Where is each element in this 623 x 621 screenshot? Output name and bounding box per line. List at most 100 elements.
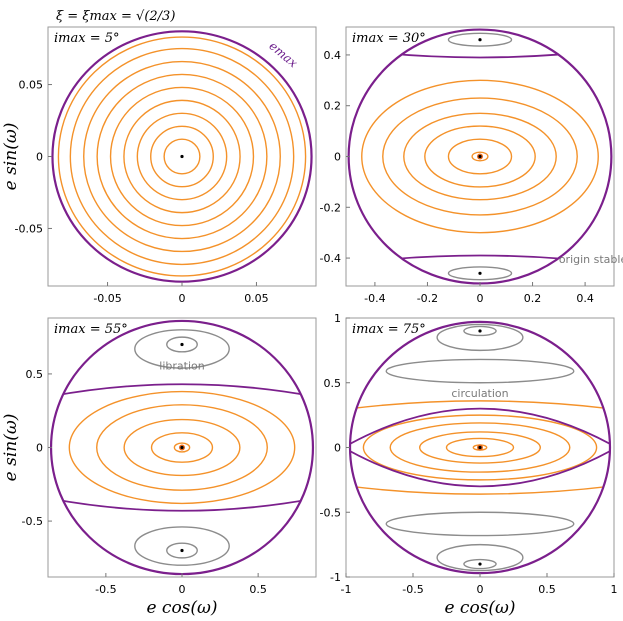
x-tick-label: 0.4 (576, 292, 594, 305)
circulating-orbit (96, 404, 268, 491)
panel-title: imax = 55° (54, 322, 128, 337)
librating-orbit (385, 358, 575, 384)
separatrix (348, 47, 612, 59)
circulating-orbit (68, 390, 296, 505)
librating-orbit (166, 336, 198, 353)
orbit-group (57, 36, 307, 277)
circulating-orbit (471, 151, 489, 162)
librating-orbit (463, 325, 497, 337)
y-tick-label: -0.5 (22, 515, 43, 528)
x-tick-label: -1 (341, 583, 352, 596)
librating-orbit (463, 558, 497, 570)
y-tick-label: -1 (330, 571, 341, 584)
fixed-point (478, 38, 482, 42)
circulating-orbit (150, 432, 214, 463)
panel-title: imax = 5° (54, 31, 120, 46)
circulating-orbit (96, 73, 268, 240)
librating-orbit (166, 542, 198, 559)
x-tick-label: 0 (179, 292, 186, 305)
orbit-group (51, 329, 313, 566)
x-tick-label: 0 (477, 292, 484, 305)
fixed-point (478, 562, 482, 566)
panel-annotation: libration (159, 360, 204, 373)
fixed-point (180, 548, 184, 553)
panel-annotation: circulation (451, 387, 508, 400)
separatrix (51, 496, 313, 512)
circulating-orbit (424, 125, 536, 188)
x-tick-label: 0.2 (524, 292, 542, 305)
circulating-orbit (173, 442, 191, 453)
fixed-point (478, 271, 482, 275)
circulating-orbit (382, 97, 578, 216)
panel-2: -0.4 -0.2 0 0.2 0.4 -0.4 -0.2 0 0.2 0.4 imax = 30°… (320, 26, 623, 305)
x-tick-label: -0.5 (402, 583, 423, 596)
y-tick-label: 0.2 (324, 100, 342, 113)
orbit-group (350, 323, 610, 572)
circulating-orbit (362, 414, 598, 481)
x-tick-label: 0.5 (538, 583, 556, 596)
y-tick-label: -0.4 (320, 252, 341, 265)
y-tick-label: 0.05 (19, 79, 44, 92)
circulating-orbit (445, 437, 515, 458)
x-axis-label: e cos(ω) (146, 598, 217, 618)
fixed-point (180, 342, 184, 347)
separatrix (350, 446, 610, 488)
panel-4: -1 -0.5 0 0.5 1 -1 -0.5 0 0.5 1 imax = 75° circulat… (320, 312, 618, 618)
fixed-point (180, 154, 184, 159)
y-tick-label: 0.5 (26, 368, 44, 381)
panel-title: imax = 75° (352, 322, 426, 337)
panel-title: imax = 30° (352, 31, 426, 46)
x-tick-label: -0.5 (95, 583, 116, 596)
librating-orbit (134, 526, 230, 566)
circulating-orbit (83, 60, 281, 253)
circulating-orbit (447, 138, 513, 175)
y-axis-label: e sin(ω) (1, 123, 21, 191)
panel-3: -0.5 0 0.5 -0.5 0 0.5 imax = 55° libration e sin… (1, 317, 317, 618)
x-tick-label: 0.5 (249, 583, 267, 596)
circulating-orbit (57, 36, 307, 277)
x-tick-label: 1 (611, 583, 618, 596)
circulating-orbit (403, 112, 557, 201)
panel-annotation: origin stable (559, 253, 623, 266)
circulating-orbit (69, 47, 295, 266)
y-tick-label: -0.5 (320, 506, 341, 519)
fixed-point (478, 445, 482, 450)
librating-orbit (447, 32, 513, 47)
y-tick-label: 0 (334, 151, 341, 164)
fixed-point (180, 445, 184, 450)
x-tick-label: -0.05 (93, 292, 121, 305)
x-axis-label: e cos(ω) (444, 598, 515, 618)
circulating-orbit (163, 138, 201, 175)
emax-boundary (51, 30, 313, 283)
y-tick-label: -0.05 (15, 222, 43, 235)
circulating-orbit (419, 431, 542, 464)
fixed-point (478, 154, 482, 159)
circulating-orbit (361, 79, 599, 234)
x-tick-label: -0.4 (364, 292, 385, 305)
fixed-point (478, 329, 482, 333)
y-tick-label: 0 (334, 442, 341, 455)
y-tick-label: 0 (36, 442, 43, 455)
circulating-orbit (123, 99, 241, 214)
y-tick-label: 1 (334, 312, 341, 325)
circulating-orbit (389, 422, 571, 473)
figure-title: ξ = ξmax = √(2/3) (56, 9, 175, 24)
circulating-orbit (136, 112, 228, 201)
y-tick-label: 0.4 (324, 49, 342, 62)
x-tick-label: 0.05 (244, 292, 269, 305)
y-tick-label: 0 (36, 151, 43, 164)
separatrix (350, 407, 610, 449)
circulating-orbit (109, 86, 255, 227)
librating-orbit (436, 323, 524, 352)
circulating-orbit (350, 400, 610, 410)
separatrix (51, 383, 313, 399)
circulating-orbit (150, 125, 214, 188)
librating-orbit (436, 543, 524, 572)
librating-orbit (134, 329, 230, 369)
librating-orbit (385, 511, 575, 537)
x-tick-label: -0.2 (417, 292, 438, 305)
circulating-orbit (123, 418, 241, 477)
librating-orbit (447, 266, 513, 281)
y-tick-label: 0.5 (324, 377, 342, 390)
